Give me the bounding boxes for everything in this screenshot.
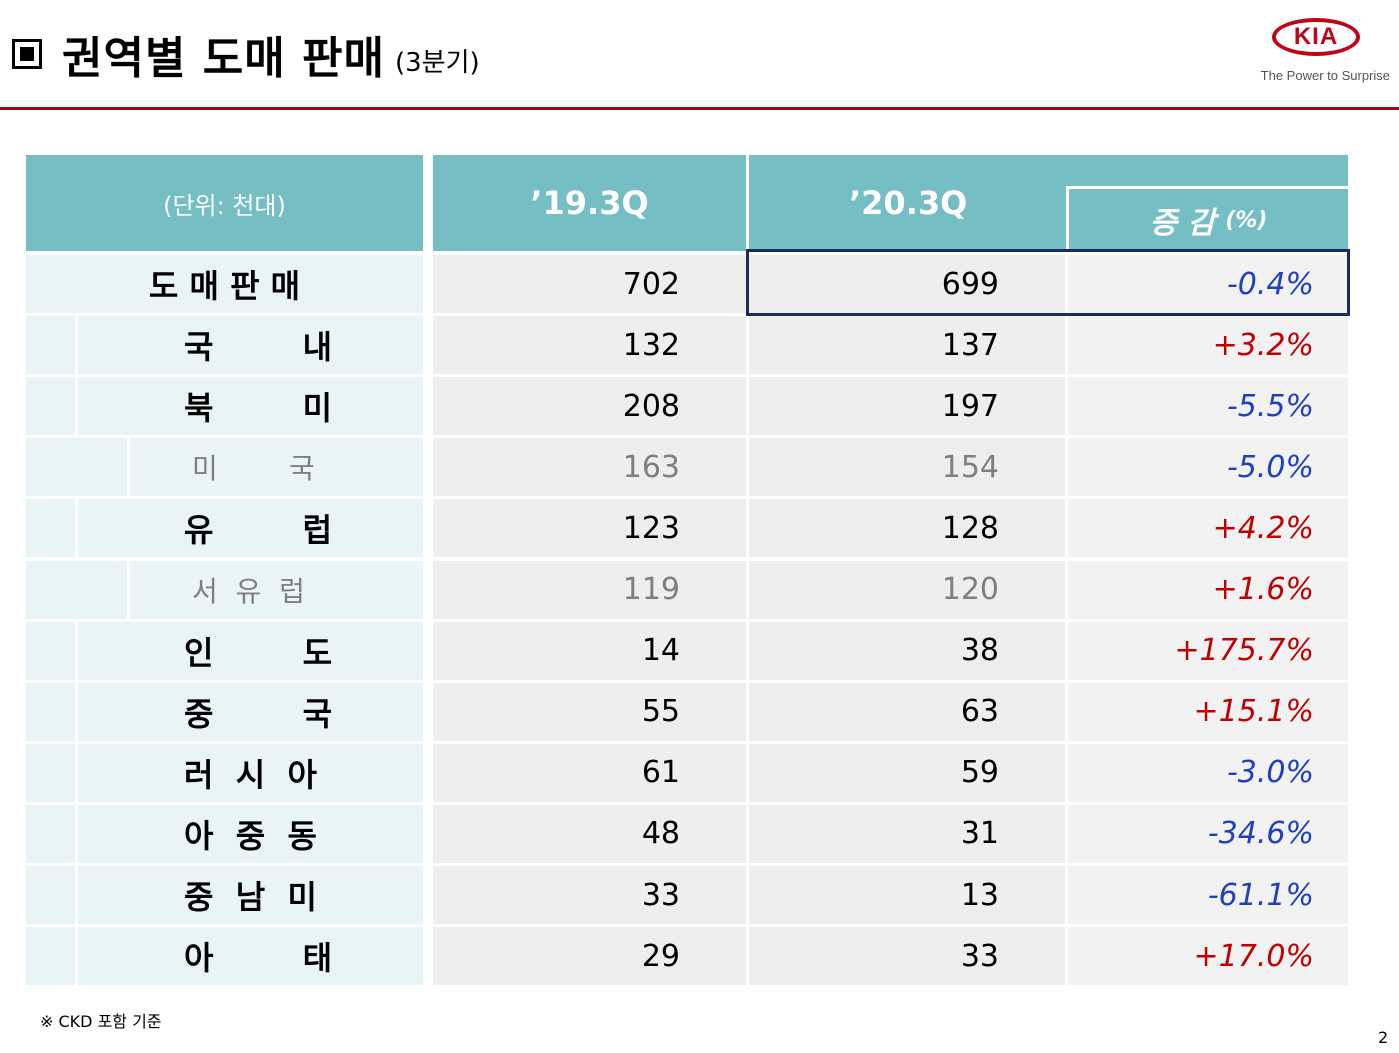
kia-logo: KIA The Power to Surprise xyxy=(1240,14,1390,90)
row-change: -5.0% xyxy=(1068,438,1348,497)
row-value-2020: 128 xyxy=(749,499,1065,558)
page-number: 2 xyxy=(1378,1028,1389,1047)
row-change: -3.0% xyxy=(1068,743,1348,802)
row-change: +3.2% xyxy=(1068,316,1348,375)
square-bullet-icon xyxy=(12,39,42,69)
header-2019-cell: ’19.3Q xyxy=(433,155,746,251)
row-value-2020: 13 xyxy=(749,866,1065,925)
row-label: 인 도 xyxy=(78,621,423,680)
row-label: 중 남 미 xyxy=(78,866,423,925)
header-change-label: 증 감 xyxy=(1149,206,1216,241)
row-indent xyxy=(26,804,75,863)
row-indent xyxy=(26,866,75,925)
row-label: 미 국 xyxy=(130,438,423,497)
row-value-2019: 119 xyxy=(433,560,746,619)
row-label: 아 태 xyxy=(78,927,423,986)
row-change: +15.1% xyxy=(1068,682,1348,741)
row-label: 도 매 판 매 xyxy=(26,255,423,314)
row-indent xyxy=(26,377,75,436)
header-divider xyxy=(0,107,1399,110)
row-label: 유 럽 xyxy=(78,499,423,558)
row-value-2020: 38 xyxy=(749,621,1065,680)
row-value-2019: 61 xyxy=(433,743,746,802)
row-value-2020: 31 xyxy=(749,804,1065,863)
row-value-2019: 163 xyxy=(433,438,746,497)
header-change-unit: (%) xyxy=(1225,207,1268,233)
row-label: 중 국 xyxy=(78,682,423,741)
row-change: +4.2% xyxy=(1068,499,1348,558)
row-indent xyxy=(78,560,127,619)
row-indent xyxy=(26,499,75,558)
row-label: 북 미 xyxy=(78,377,423,436)
row-value-2019: 55 xyxy=(433,682,746,741)
row-value-2019: 702 xyxy=(433,255,746,314)
row-value-2020: 33 xyxy=(749,927,1065,986)
row-indent xyxy=(26,743,75,802)
row-value-2020: 699 xyxy=(749,255,1065,314)
row-change: -61.1% xyxy=(1068,866,1348,925)
row-label: 아 중 동 xyxy=(78,804,423,863)
row-change: -34.6% xyxy=(1068,804,1348,863)
row-value-2019: 132 xyxy=(433,316,746,375)
row-change: +175.7% xyxy=(1068,621,1348,680)
logo-text: KIA xyxy=(1293,23,1339,50)
footnote: ※ CKD 포함 기준 xyxy=(40,1012,162,1031)
row-value-2019: 33 xyxy=(433,866,746,925)
row-change: +1.6% xyxy=(1068,560,1348,619)
row-indent xyxy=(26,316,75,375)
row-value-2019: 48 xyxy=(433,804,746,863)
row-label: 러 시 아 xyxy=(78,743,423,802)
page-subtitle: (3분기) xyxy=(395,47,480,78)
row-value-2020: 59 xyxy=(749,743,1065,802)
row-value-2019: 208 xyxy=(433,377,746,436)
row-indent xyxy=(26,621,75,680)
row-change: -0.4% xyxy=(1068,255,1348,314)
row-value-2020: 63 xyxy=(749,682,1065,741)
row-change: +17.0% xyxy=(1068,927,1348,986)
row-label: 국 내 xyxy=(78,316,423,375)
row-value-2020: 137 xyxy=(749,316,1065,375)
row-value-2019: 29 xyxy=(433,927,746,986)
header-change-cell: 증 감 (%) xyxy=(1066,186,1348,251)
logo-tagline: The Power to Surprise xyxy=(1260,68,1390,83)
page-title: 권역별 도매 판매 xyxy=(62,33,385,84)
row-value-2020: 154 xyxy=(749,438,1065,497)
row-value-2019: 123 xyxy=(433,499,746,558)
row-value-2019: 14 xyxy=(433,621,746,680)
row-value-2020: 120 xyxy=(749,560,1065,619)
title-bar: 권역별 도매 판매 (3분기) xyxy=(12,24,480,84)
row-change: -5.5% xyxy=(1068,377,1348,436)
row-label: 서 유 럽 xyxy=(130,560,423,619)
row-indent xyxy=(78,438,127,497)
row-value-2020: 197 xyxy=(749,377,1065,436)
row-indent xyxy=(26,682,75,741)
row-indent xyxy=(26,927,75,986)
logo-oval-icon: KIA xyxy=(1272,18,1360,56)
highlight-box xyxy=(746,249,1350,316)
header-unit-cell: (단위: 천대) xyxy=(26,155,423,251)
